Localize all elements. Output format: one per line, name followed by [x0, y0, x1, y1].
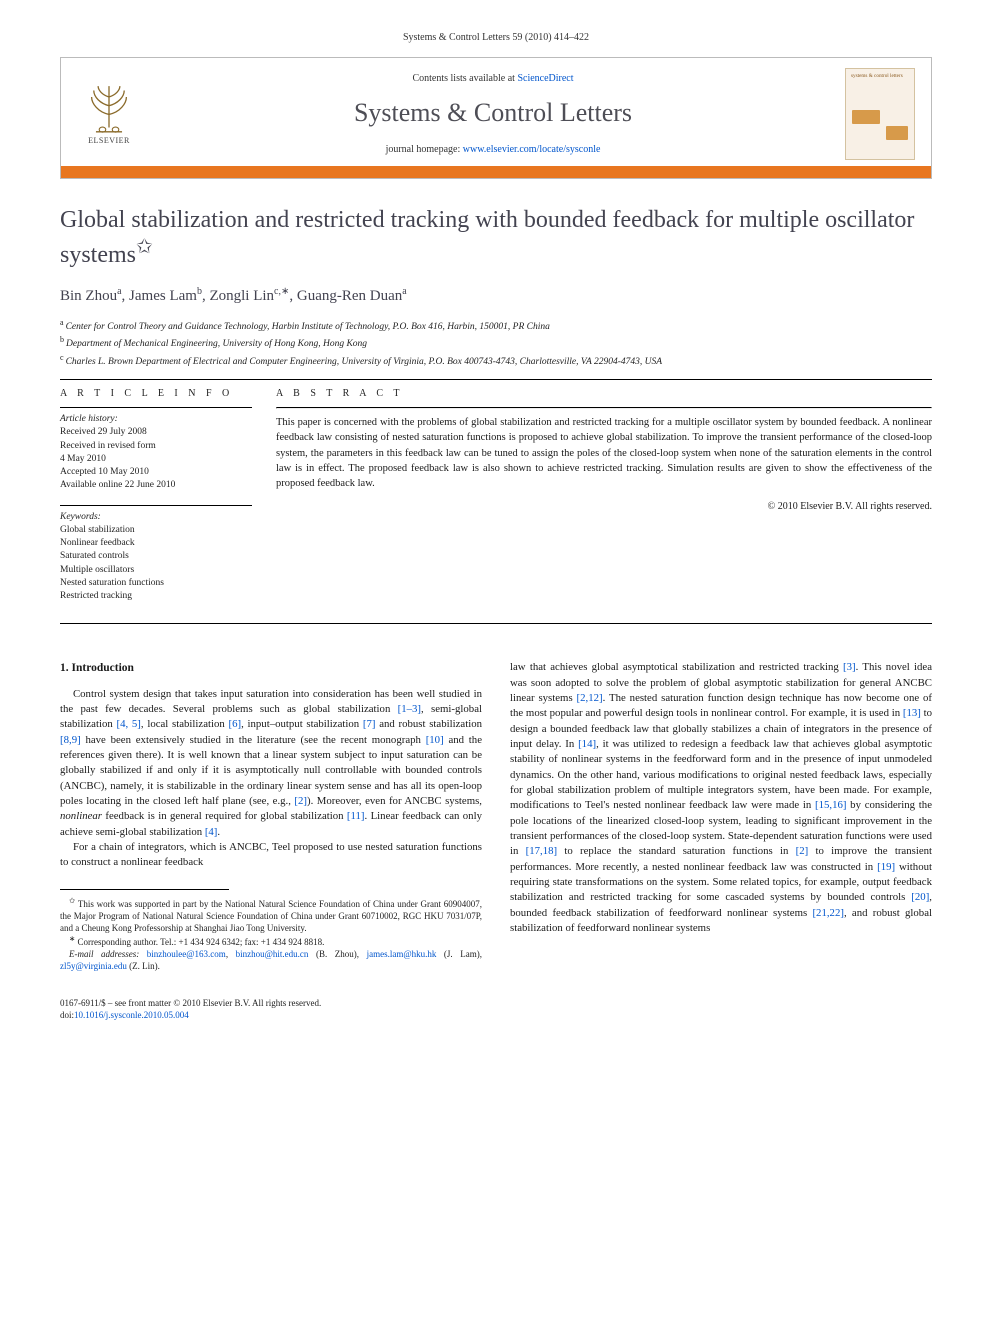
- cite-19[interactable]: [19]: [877, 861, 895, 873]
- abstract-rule: [276, 407, 932, 409]
- cite-2a[interactable]: [2]: [294, 795, 307, 807]
- intro-para-2: For a chain of integrators, which is ANC…: [60, 840, 482, 871]
- keyword-4: Multiple oscillators: [60, 564, 252, 577]
- author-3-corresponding: Zongli Linc,∗: [209, 288, 289, 304]
- footnote-funding: ✩ This work was supported in part by the…: [60, 896, 482, 934]
- info-rule-2: [60, 505, 252, 506]
- abstract-text: This paper is concerned with the problem…: [276, 415, 932, 491]
- cover-caption: systems & control letters: [846, 69, 914, 80]
- cite-13[interactable]: [13]: [903, 707, 921, 719]
- cite-11[interactable]: [11]: [347, 810, 365, 822]
- affiliation-a: aCenter for Control Theory and Guidance …: [60, 317, 932, 334]
- keywords-label: Keywords:: [60, 512, 252, 522]
- cite-6[interactable]: [6]: [229, 718, 242, 730]
- section-1-heading: 1. Introduction: [60, 660, 482, 676]
- history-received: Received 29 July 2008: [60, 426, 252, 439]
- publisher-name: ELSEVIER: [88, 136, 130, 145]
- cite-3[interactable]: [3]: [843, 661, 856, 673]
- email-1[interactable]: binzhoulee@163.com: [147, 949, 226, 959]
- cite-17-18[interactable]: [17,18]: [526, 845, 557, 857]
- doi-line: doi:10.1016/j.sysconle.2010.05.004: [60, 1009, 932, 1021]
- running-head: Systems & Control Letters 59 (2010) 414–…: [60, 32, 932, 43]
- cite-2b[interactable]: [2]: [796, 845, 809, 857]
- homepage-prefix: journal homepage:: [386, 144, 463, 155]
- email-3[interactable]: james.lam@hku.hk: [367, 949, 437, 959]
- keyword-6: Restricted tracking: [60, 590, 252, 603]
- paper-title-text: Global stabilization and restricted trac…: [60, 207, 914, 268]
- journal-homepage-link[interactable]: www.elsevier.com/locate/sysconle: [463, 144, 601, 155]
- cite-4-5[interactable]: [4, 5]: [117, 718, 141, 730]
- emails-label: E-mail addresses:: [69, 949, 147, 959]
- elsevier-tree-icon: [86, 84, 132, 134]
- emph-nonlinear: nonlinear: [60, 810, 102, 822]
- history-accepted: Accepted 10 May 2010: [60, 466, 252, 479]
- footnote-emails: E-mail addresses: binzhoulee@163.com, bi…: [60, 948, 482, 972]
- history-body: Received 29 July 2008 Received in revise…: [60, 426, 252, 492]
- doi-link[interactable]: 10.1016/j.sysconle.2010.05.004: [74, 1010, 189, 1020]
- journal-homepage-line: journal homepage: www.elsevier.com/locat…: [151, 144, 835, 155]
- history-label: Article history:: [60, 414, 252, 424]
- intro-para-3: law that achieves global asymptotical st…: [510, 660, 932, 936]
- keyword-3: Saturated controls: [60, 550, 252, 563]
- article-body: 1. Introduction Control system design th…: [60, 660, 932, 972]
- masthead-accent-bar: [61, 166, 931, 178]
- cite-20[interactable]: [20]: [911, 891, 929, 903]
- history-online: Available online 22 June 2010: [60, 479, 252, 492]
- keyword-2: Nonlinear feedback: [60, 537, 252, 550]
- sciencedirect-link[interactable]: ScienceDirect: [517, 73, 573, 84]
- paper-title: Global stabilization and restricted trac…: [60, 205, 932, 270]
- cite-1-3[interactable]: [1–3]: [398, 703, 421, 715]
- history-revised-2: 4 May 2010: [60, 453, 252, 466]
- intro-para-1: Control system design that takes input s…: [60, 687, 482, 840]
- abstract-heading: A B S T R A C T: [276, 388, 932, 399]
- cite-2-12[interactable]: [2,12]: [577, 692, 603, 704]
- author-2: James Lamb: [129, 288, 202, 304]
- cite-21-22[interactable]: [21,22]: [812, 907, 843, 919]
- cite-14[interactable]: [14]: [578, 738, 596, 750]
- page-footer: 0167-6911/$ – see front matter © 2010 El…: [60, 997, 932, 1021]
- contents-prefix: Contents lists available at: [412, 73, 517, 84]
- journal-title: Systems & Control Letters: [151, 98, 835, 128]
- abstract-copyright: © 2010 Elsevier B.V. All rights reserved…: [276, 501, 932, 512]
- history-revised-1: Received in revised form: [60, 440, 252, 453]
- journal-cover-thumbnail: systems & control letters: [845, 68, 915, 160]
- keyword-1: Global stabilization: [60, 524, 252, 537]
- title-footnote-marker: ✩: [136, 236, 153, 258]
- rule-top: [60, 379, 932, 380]
- affiliations: aCenter for Control Theory and Guidance …: [60, 317, 932, 369]
- masthead: ELSEVIER Contents lists available at Sci…: [60, 57, 932, 179]
- cite-10[interactable]: [10]: [426, 734, 444, 746]
- keyword-5: Nested saturation functions: [60, 577, 252, 590]
- affiliation-c: cCharles L. Brown Department of Electric…: [60, 352, 932, 369]
- info-rule-1: [60, 407, 252, 408]
- footnotes: ✩ This work was supported in part by the…: [60, 889, 482, 973]
- cite-8-9[interactable]: [8,9]: [60, 734, 81, 746]
- email-4[interactable]: zl5y@virginia.edu: [60, 961, 127, 971]
- cite-7[interactable]: [7]: [363, 718, 376, 730]
- author-1: Bin Zhoua: [60, 288, 122, 304]
- article-info-heading: A R T I C L E I N F O: [60, 388, 252, 399]
- contents-available-line: Contents lists available at ScienceDirec…: [151, 73, 835, 84]
- keywords-list: Global stabilization Nonlinear feedback …: [60, 524, 252, 604]
- affiliation-b: bDepartment of Mechanical Engineering, U…: [60, 334, 932, 351]
- footnote-corresponding: ∗ Corresponding author. Tel.: +1 434 924…: [60, 934, 482, 948]
- author-4: Guang-Ren Duana: [297, 288, 407, 304]
- email-2[interactable]: binzhou@hit.edu.cn: [236, 949, 309, 959]
- author-list: Bin Zhoua, James Lamb, Zongli Linc,∗, Gu…: [60, 286, 932, 305]
- cite-15-16[interactable]: [15,16]: [815, 799, 846, 811]
- cite-4b[interactable]: [4]: [205, 826, 218, 838]
- rule-bottom: [60, 623, 932, 624]
- footnote-rule: [60, 889, 229, 890]
- publisher-logo: ELSEVIER: [77, 78, 141, 150]
- issn-line: 0167-6911/$ – see front matter © 2010 El…: [60, 997, 932, 1009]
